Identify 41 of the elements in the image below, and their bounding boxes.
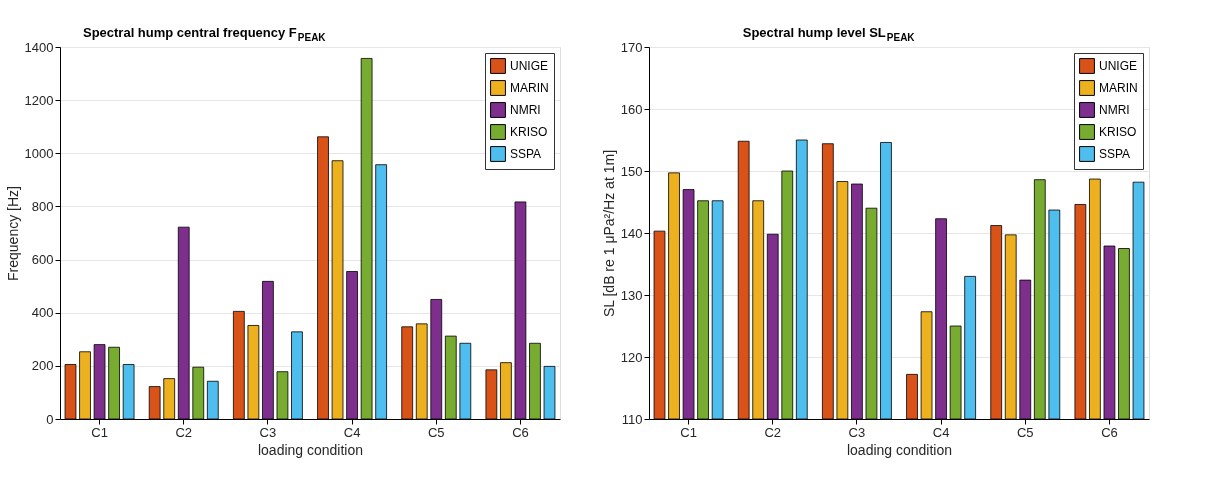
legend-label: KRISO (510, 125, 548, 139)
x-tick-label: C5 (427, 424, 445, 440)
legend-label: SSPA (1099, 147, 1131, 161)
x-tick-label: C1 (91, 424, 108, 440)
x-tick-label: C3 (848, 424, 866, 440)
y-tick-label: 400 (31, 305, 54, 321)
y-tick-label: 170 (620, 39, 643, 55)
x-axis-title: loading condition (257, 441, 364, 458)
legend-label: KRISO (1099, 125, 1137, 139)
legend-label: NMRI (1099, 103, 1130, 117)
y-tick-label: 200 (31, 358, 54, 374)
legend-label: MARIN (510, 81, 549, 95)
x-tick-label: C4 (343, 424, 361, 440)
y-axis-title: Frequency [Hz] (4, 186, 21, 281)
legend-label: NMRI (510, 103, 541, 117)
y-tick-label: 0 (46, 411, 54, 427)
y-tick-label: 150 (620, 163, 643, 179)
x-tick-label: C5 (1016, 424, 1034, 440)
y-axis-title: SL [dB re 1 μPa²/Hz at 1m] (600, 149, 617, 318)
y-tick-label: 160 (620, 101, 643, 117)
y-tick-label: 140 (620, 225, 643, 241)
x-tick-label: C1 (680, 424, 697, 440)
legend-label: UNIGE (1099, 59, 1138, 73)
x-tick-label: C6 (512, 424, 529, 440)
y-tick-label: 110 (621, 411, 643, 427)
x-tick-label: C6 (1101, 424, 1118, 440)
x-tick-label: C4 (932, 424, 950, 440)
legend-label: SSPA (510, 147, 542, 161)
x-axis-title: loading condition (846, 441, 953, 458)
y-tick-label: 130 (620, 287, 643, 303)
y-tick-label: 800 (31, 198, 54, 214)
y-tick-label: 1000 (24, 145, 54, 161)
y-tick-label: 1400 (24, 39, 54, 55)
x-tick-label: C2 (764, 424, 782, 440)
y-tick-label: 1200 (24, 92, 54, 108)
x-tick-label: C2 (175, 424, 193, 440)
legend-label: MARIN (1099, 81, 1138, 95)
y-tick-label: 600 (31, 252, 54, 268)
x-tick-label: C3 (259, 424, 277, 440)
legend-label: UNIGE (510, 59, 549, 73)
y-tick-label: 120 (620, 349, 643, 365)
